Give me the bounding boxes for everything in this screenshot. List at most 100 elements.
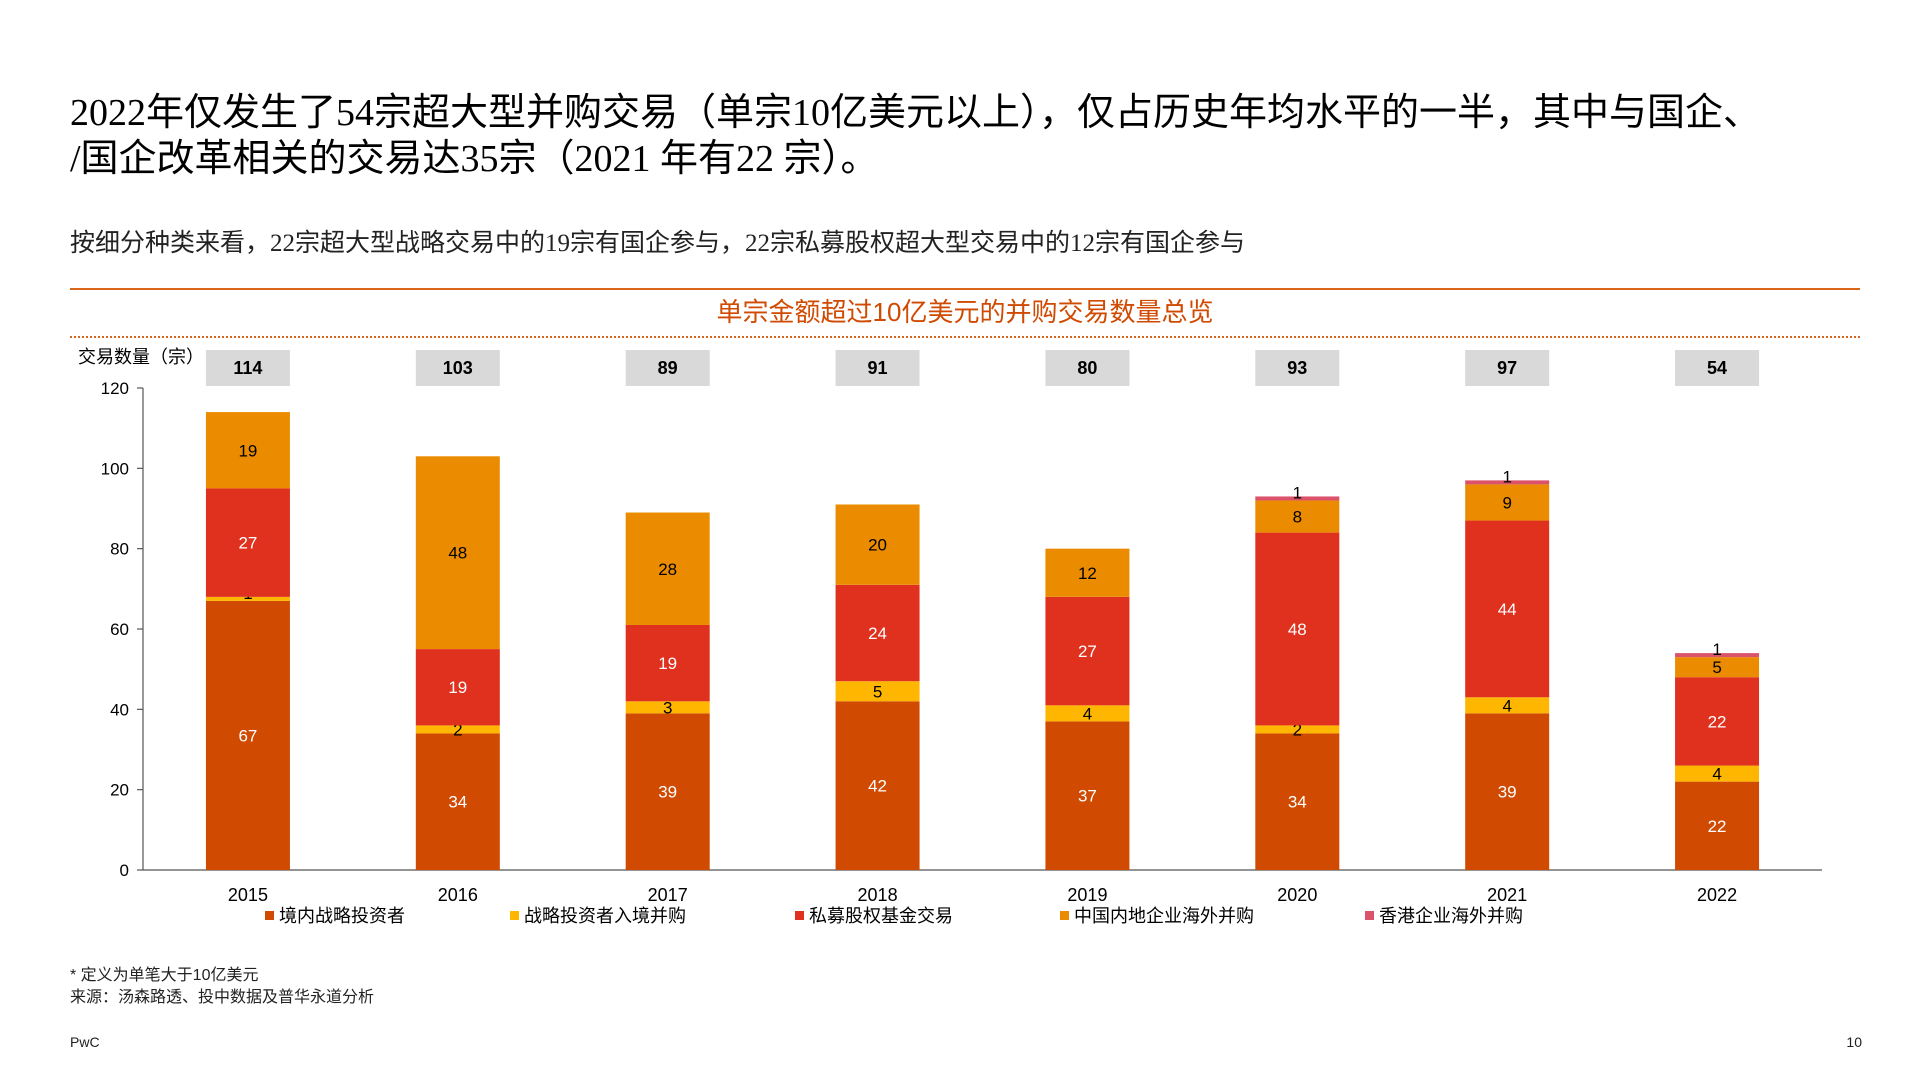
bar-segment xyxy=(205,488,290,597)
bar-value-label: 28 xyxy=(658,560,677,579)
slide-subheadline: 按细分种类来看，22宗超大型战略交易中的19宗有国企参与，22宗私募股权超大型交… xyxy=(70,230,1246,257)
bar-value-label: 12 xyxy=(1078,564,1097,583)
bar-value-label: 67 xyxy=(238,726,257,745)
legend-swatch xyxy=(265,911,274,920)
bar-value-label: 4 xyxy=(1502,696,1511,715)
total-value-label: 97 xyxy=(1497,358,1517,378)
total-box xyxy=(625,350,710,386)
bar-segment xyxy=(415,725,500,734)
total-value-label: 103 xyxy=(443,358,473,378)
bar-value-label: 9 xyxy=(1502,493,1511,512)
bar-value-label: 20 xyxy=(868,536,887,555)
bar-value-label: 22 xyxy=(1708,712,1727,731)
total-box xyxy=(205,350,290,386)
bar-segment xyxy=(1675,657,1760,678)
bar-segment xyxy=(415,649,500,726)
headline-line-1: 2022年仅发生了54宗超大型并购交易（单宗10亿美元以上），仅占历史年均水平的… xyxy=(70,92,1762,134)
bar-value-label: 2 xyxy=(1293,720,1302,739)
total-box xyxy=(1045,350,1130,386)
bar-segment xyxy=(1675,765,1760,782)
chart-title: 单宗金额超过10亿美元的并购交易数量总览 xyxy=(716,297,1214,327)
bar-segment xyxy=(625,713,710,870)
legend-swatch xyxy=(795,911,804,920)
y-tick-label: 40 xyxy=(110,700,129,719)
bar-segment xyxy=(1465,697,1550,714)
legend-swatch xyxy=(510,911,519,920)
total-box xyxy=(835,350,920,386)
bar-segment xyxy=(835,584,920,682)
title-rule xyxy=(70,288,1860,290)
y-tick-label: 80 xyxy=(110,540,129,559)
total-value-label: 114 xyxy=(233,358,262,378)
y-tick-label: 120 xyxy=(101,379,129,398)
bar-value-label: 39 xyxy=(1498,783,1517,802)
bar-segment xyxy=(625,512,710,625)
x-tick-label: 2020 xyxy=(1277,885,1317,905)
bar-segment xyxy=(1045,548,1130,597)
x-tick-label: 2022 xyxy=(1697,885,1737,905)
total-box xyxy=(1255,350,1340,386)
bar-segment xyxy=(1255,500,1340,533)
bar-value-label: 5 xyxy=(873,682,882,701)
bar-value-label: 34 xyxy=(448,793,467,812)
bar-value-label: 5 xyxy=(1712,658,1721,677)
total-box xyxy=(1465,350,1550,386)
bar-value-label: 42 xyxy=(868,777,887,796)
legend-label: 中国内地企业海外并购 xyxy=(1074,906,1254,926)
bar-value-label: 22 xyxy=(1708,817,1727,836)
bar-segment xyxy=(205,600,290,870)
legend-swatch xyxy=(1365,911,1374,920)
total-value-label: 80 xyxy=(1077,358,1097,378)
bar-segment xyxy=(1465,520,1550,698)
bar-segment xyxy=(835,681,920,702)
bar-value-label: 24 xyxy=(868,624,887,643)
bar-value-label: 1 xyxy=(1293,483,1302,502)
bar-segment xyxy=(1675,653,1760,658)
bar-segment xyxy=(415,456,500,650)
bar-value-label: 4 xyxy=(1083,704,1092,723)
bar-segment xyxy=(1045,596,1130,706)
legend-swatch xyxy=(1060,911,1069,920)
bar-segment xyxy=(1045,705,1130,722)
bar-segment xyxy=(1045,721,1130,870)
bar-value-label: 44 xyxy=(1498,600,1517,619)
bar-value-label: 48 xyxy=(448,544,467,563)
bar-segment xyxy=(1465,713,1550,870)
bar-segment xyxy=(1675,781,1760,870)
legend-label: 香港企业海外并购 xyxy=(1379,906,1523,926)
total-value-label: 89 xyxy=(658,358,678,378)
bar-segment xyxy=(205,596,290,601)
stacked-bar-chart: 020406080100120交易数量（宗）671271911420153421… xyxy=(78,347,1822,926)
bar-segment xyxy=(835,701,920,870)
bar-value-label: 8 xyxy=(1293,508,1302,527)
footnote: * 定义为单笔大于10亿美元 xyxy=(70,967,259,984)
slide-headline: 2022年仅发生了54宗超大型并购交易（单宗10亿美元以上），仅占历史年均水平的… xyxy=(70,90,1900,182)
x-tick-label: 2021 xyxy=(1487,885,1527,905)
x-tick-label: 2016 xyxy=(438,885,478,905)
total-value-label: 93 xyxy=(1287,358,1307,378)
headline-line-2: /国企改革相关的交易达35宗（2021 年有22 宗）。 xyxy=(70,138,879,180)
bar-value-label: 19 xyxy=(448,678,467,697)
bar-value-label: 2 xyxy=(453,720,462,739)
total-value-label: 54 xyxy=(1707,358,1727,378)
bar-segment xyxy=(1465,480,1550,485)
bar-segment xyxy=(1465,484,1550,521)
bar-segment xyxy=(1675,677,1760,766)
bar-value-label: 27 xyxy=(1078,642,1097,661)
legend-label: 境内战略投资者 xyxy=(279,906,405,926)
bar-value-label: 39 xyxy=(658,783,677,802)
y-tick-label: 0 xyxy=(120,861,129,880)
brand-label: PwC xyxy=(70,1034,100,1050)
source-note: 来源：汤森路透、投中数据及普华永道分析 xyxy=(70,989,375,1006)
bar-segment xyxy=(205,412,290,489)
bar-value-label: 4 xyxy=(1712,765,1721,784)
bar-segment xyxy=(625,624,710,702)
bar-value-label: 27 xyxy=(238,534,257,553)
legend-label: 私募股权基金交易 xyxy=(809,906,953,926)
total-box xyxy=(1675,350,1760,386)
y-axis-label: 交易数量（宗） xyxy=(78,347,204,367)
x-tick-label: 2018 xyxy=(858,885,898,905)
title-dotted-rule xyxy=(70,336,1860,338)
bar-value-label: 1 xyxy=(1502,467,1511,486)
bar-segment xyxy=(1255,725,1340,734)
